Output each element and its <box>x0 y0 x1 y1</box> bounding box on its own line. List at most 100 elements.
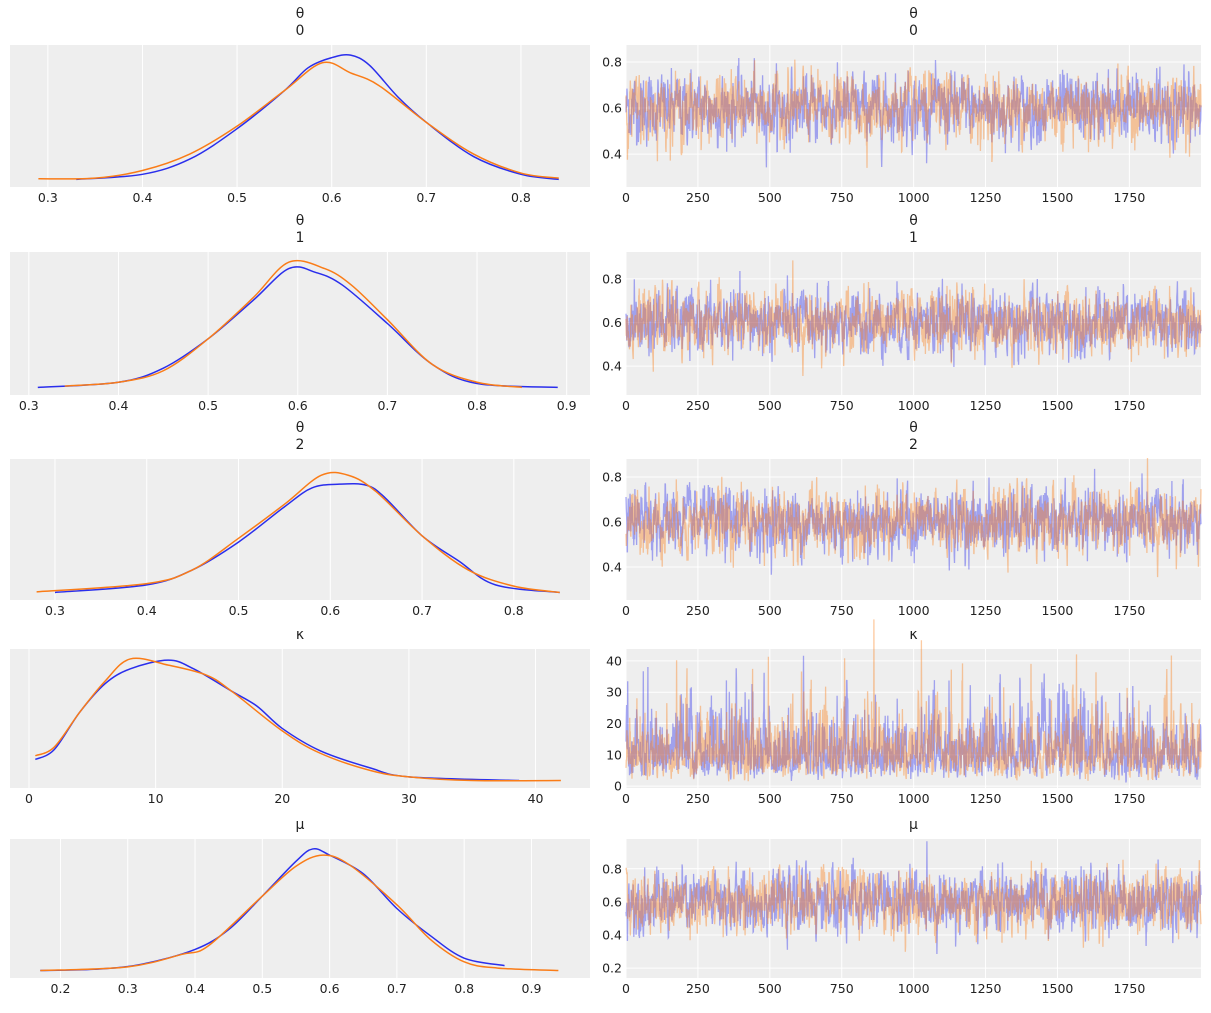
y-tick-label: 0.8 <box>602 861 622 876</box>
y-tick-label: 0.4 <box>602 927 622 942</box>
x-tick-label: 1250 <box>970 981 1002 996</box>
subplot-title: κ <box>296 627 304 643</box>
subplot-title: 0 <box>296 23 305 39</box>
subplot-title: 1 <box>296 230 305 246</box>
x-tick-label: 0.8 <box>504 603 524 618</box>
trace-line-chain-1 <box>625 260 1202 377</box>
subplot-title: 0 <box>909 23 918 39</box>
x-tick-label: 0 <box>622 603 630 618</box>
x-tick-label: 1000 <box>898 981 930 996</box>
y-tick-label: 10 <box>606 747 622 762</box>
x-tick-label: 500 <box>758 981 782 996</box>
x-tick-label: 0.3 <box>45 603 65 618</box>
axes-background <box>10 459 590 600</box>
x-tick-label: 750 <box>830 190 854 205</box>
x-tick-label: 0.7 <box>412 603 432 618</box>
x-tick-label: 1500 <box>1042 603 1074 618</box>
x-tick-label: 1250 <box>970 791 1002 806</box>
subplot-title: θ <box>296 213 305 229</box>
trace-line-chain-0 <box>625 57 1202 168</box>
density-line-chain-0 <box>76 53 559 181</box>
x-tick-label: 0 <box>622 398 630 413</box>
y-tick-label: 0.4 <box>602 559 622 574</box>
x-tick-label: 750 <box>830 398 854 413</box>
x-tick-label: 1750 <box>1113 603 1145 618</box>
axes-background <box>10 45 590 187</box>
x-tick-label: 0.7 <box>387 981 407 996</box>
subplot-title: θ <box>296 6 305 22</box>
trace-line-chain-0 <box>625 655 1202 783</box>
x-tick-label: 0.7 <box>416 190 436 205</box>
subplot-title: 2 <box>909 437 918 453</box>
x-tick-label: 1250 <box>970 603 1002 618</box>
x-tick-label: 1750 <box>1113 190 1145 205</box>
trace-line-chain-1 <box>625 859 1202 952</box>
x-tick-label: 0.8 <box>454 981 474 996</box>
x-tick-label: 750 <box>830 981 854 996</box>
trace-line-chain-0 <box>625 468 1202 575</box>
subplot-trace-1: θ1 0 250 500 750 1000 1250 1500 1750 0.4 0.6 0.8 <box>602 213 1202 413</box>
trace-line-chain-0 <box>625 270 1202 368</box>
x-tick-label: 0.7 <box>377 398 397 413</box>
x-tick-label: 0.6 <box>288 398 308 413</box>
x-tick-label: 0.4 <box>137 603 157 618</box>
x-tick-label: 0 <box>622 791 630 806</box>
x-tick-label: 0.4 <box>133 190 153 205</box>
subplot-trace-4: μ 0 250 500 750 1000 1250 1500 1750 0.2 0.4 0.6 0.8 <box>602 817 1202 996</box>
x-tick-label: 250 <box>686 190 710 205</box>
x-tick-label: 0.9 <box>522 981 542 996</box>
x-tick-label: 0.8 <box>511 190 531 205</box>
subplot-title: 1 <box>909 230 918 246</box>
x-tick-label: 250 <box>686 398 710 413</box>
x-tick-label: 40 <box>528 791 544 806</box>
x-tick-label: 1250 <box>970 190 1002 205</box>
x-tick-label: 1750 <box>1113 981 1145 996</box>
y-tick-label: 0.6 <box>602 315 622 330</box>
x-tick-label: 0 <box>25 791 33 806</box>
x-tick-label: 750 <box>830 603 854 618</box>
x-tick-label: 1500 <box>1042 981 1074 996</box>
subplot-title: θ <box>296 420 305 436</box>
density-line-chain-1 <box>64 259 522 389</box>
subplot-title: 2 <box>296 437 305 453</box>
density-line-chain-1 <box>35 657 561 782</box>
y-tick-label: 0.4 <box>602 147 622 162</box>
x-tick-label: 1750 <box>1113 398 1145 413</box>
subplot-density-4: μ 0.2 0.3 0.4 0.5 0.6 0.7 0.8 0.9 <box>10 817 590 996</box>
axes-background <box>10 252 590 395</box>
x-tick-label: 1000 <box>898 190 930 205</box>
subplot-density-0: θ0 0.3 0.4 0.5 0.6 0.7 0.8 <box>10 6 590 205</box>
x-tick-label: 0.8 <box>467 398 487 413</box>
density-line-chain-1 <box>36 471 560 594</box>
x-tick-label: 0.5 <box>198 398 218 413</box>
x-tick-label: 0 <box>622 981 630 996</box>
x-tick-label: 250 <box>686 603 710 618</box>
x-tick-label: 0.5 <box>229 603 249 618</box>
x-tick-label: 10 <box>148 791 164 806</box>
subplot-title: θ <box>909 420 918 436</box>
x-tick-label: 0.6 <box>320 981 340 996</box>
x-tick-label: 500 <box>758 791 782 806</box>
x-tick-label: 0 <box>622 190 630 205</box>
subplot-density-1: θ1 0.3 0.4 0.5 0.6 0.7 0.8 0.9 <box>10 213 590 413</box>
x-tick-label: 1250 <box>970 398 1002 413</box>
x-tick-label: 1000 <box>898 398 930 413</box>
y-tick-label: 0.8 <box>602 55 622 70</box>
x-tick-label: 1500 <box>1042 190 1074 205</box>
x-tick-label: 500 <box>758 603 782 618</box>
density-line-chain-1 <box>40 854 559 972</box>
subplot-title: θ <box>909 6 918 22</box>
y-tick-label: 0.8 <box>602 469 622 484</box>
subplot-title: μ <box>296 817 305 833</box>
x-tick-label: 0.3 <box>118 981 138 996</box>
x-tick-label: 20 <box>274 791 290 806</box>
subplot-trace-3: κ 0 250 500 750 1000 1250 1500 1750 0 10 20 30 40 <box>606 619 1202 806</box>
x-tick-label: 500 <box>758 190 782 205</box>
x-tick-label: 0.3 <box>38 190 58 205</box>
y-tick-label: 0.8 <box>602 271 622 286</box>
x-tick-label: 0.9 <box>557 398 577 413</box>
subplot-trace-2: θ2 0 250 500 750 1000 1250 1500 1750 0.4 0.6 0.8 <box>602 420 1202 618</box>
x-tick-label: 1750 <box>1113 791 1145 806</box>
